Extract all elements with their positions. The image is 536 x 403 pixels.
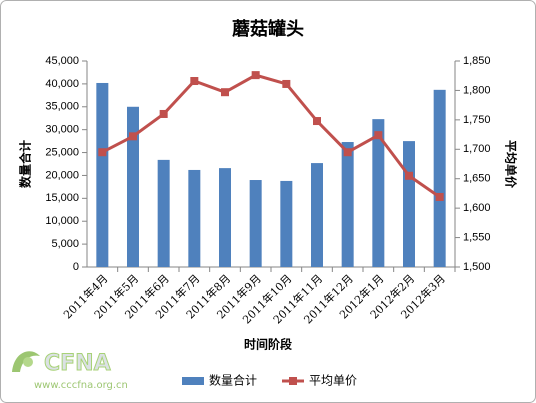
y-tick-label: 40,000: [45, 78, 79, 90]
plot-area: [87, 61, 455, 267]
logo-leaf: [12, 351, 40, 372]
bar: [249, 180, 262, 267]
y2-tick-label: 1,650: [463, 173, 491, 185]
line: [101, 73, 441, 199]
y-tick-label: 30,000: [45, 124, 79, 136]
line-marker: [282, 79, 291, 88]
y-tick-label: 20,000: [45, 169, 79, 181]
watermark-logo: CFNA: [44, 351, 111, 376]
y2-tick-label: 1,500: [463, 261, 491, 273]
legend-label: 平均单价: [309, 374, 357, 388]
bar: [311, 163, 323, 267]
bar: [280, 180, 293, 267]
legend-label: 数量合计: [209, 373, 257, 388]
line-marker: [251, 71, 260, 80]
y2-tick-label: 1,700: [463, 143, 491, 155]
y2-tick-label: 1,600: [463, 202, 491, 214]
bar: [96, 82, 109, 268]
y2-tick-label: 1,550: [463, 231, 491, 243]
y-tick-label: 35,000: [45, 101, 79, 113]
y2-tick-label: 1,800: [463, 84, 491, 96]
line-marker: [435, 192, 444, 201]
y-tick-label: 5,000: [51, 238, 79, 250]
logo-dot: [23, 357, 33, 367]
line-marker: [343, 148, 352, 157]
bar: [127, 106, 139, 268]
line-marker: [405, 171, 413, 180]
y2-tick-label: 1,850: [463, 55, 491, 67]
y-tick-label: 15,000: [45, 192, 79, 204]
y-tick-label: 0: [73, 261, 79, 273]
line-marker: [159, 109, 168, 118]
bar: [188, 169, 201, 267]
legend-swatch: [182, 377, 204, 385]
y-tick-label: 45,000: [45, 55, 79, 67]
y-tick-label: 25,000: [45, 146, 79, 158]
y-axis-title: 数量合计: [18, 140, 33, 188]
legend-marker: [289, 377, 297, 385]
line-marker: [374, 131, 383, 140]
bar: [403, 141, 415, 267]
line-marker: [129, 132, 137, 141]
x-axis-title: 时间阶段: [244, 337, 293, 352]
line-marker: [98, 148, 107, 157]
y2-axis-title: 平均单价: [504, 140, 519, 189]
bar: [219, 168, 231, 267]
bar: [372, 119, 385, 267]
bar: [433, 89, 446, 267]
line-marker: [221, 88, 229, 97]
watermark-url: www.cccfna.org.cn: [34, 380, 128, 391]
bar: [157, 159, 170, 267]
watermark: CFNA www.cccfna.org.cn: [12, 351, 128, 391]
line-marker: [313, 117, 321, 126]
y2-tick-label: 1,750: [463, 114, 491, 126]
y-tick-label: 10,000: [45, 215, 79, 227]
line-marker: [190, 77, 199, 86]
chart-title: 蘑菇罐头: [232, 18, 304, 40]
bar: [341, 142, 354, 267]
